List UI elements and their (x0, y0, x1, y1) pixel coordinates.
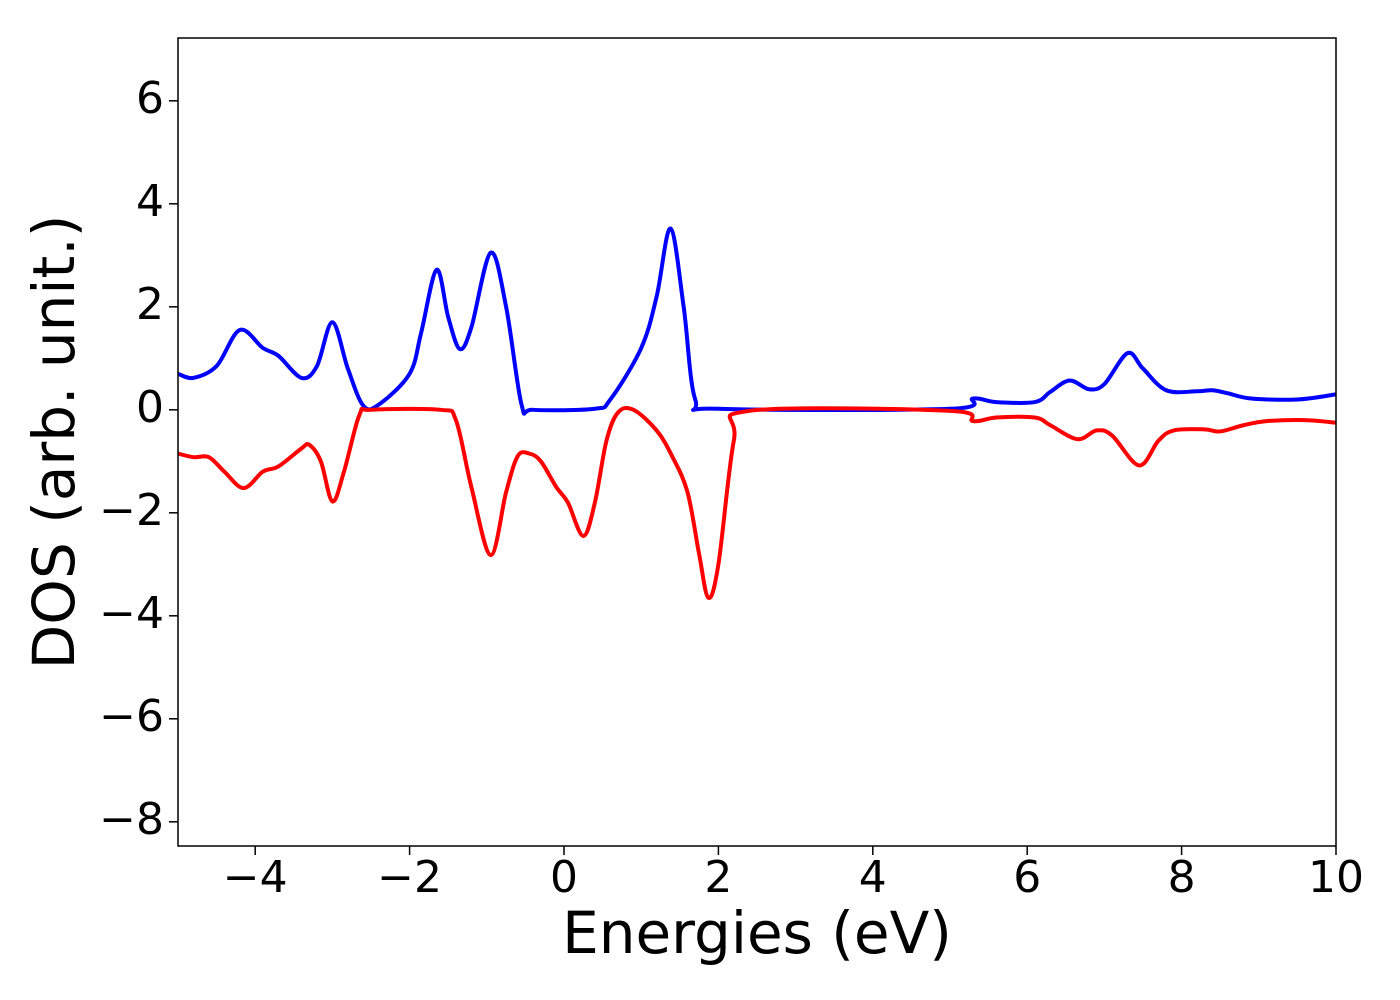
y-tick-label: −6 (99, 691, 164, 742)
x-tick-label: 10 (1308, 852, 1364, 903)
x-tick-label: 4 (859, 852, 887, 903)
x-tick-label: 0 (550, 852, 578, 903)
x-tick-label: −2 (377, 852, 442, 903)
y-tick-label: 2 (136, 279, 164, 330)
x-tick-label: 2 (704, 852, 732, 903)
x-tick-label: −4 (223, 852, 288, 903)
y-tick-label: 6 (136, 73, 164, 124)
y-tick-label: 4 (136, 176, 164, 227)
x-tick-label: 6 (1013, 852, 1041, 903)
y-tick-label: −8 (99, 794, 164, 845)
x-axis-label: Energies (eV) (562, 899, 952, 967)
plot-frame (177, 37, 1337, 847)
x-tick-label: 8 (1168, 852, 1196, 903)
y-tick-label: 0 (136, 382, 164, 433)
y-tick-label: −2 (99, 485, 164, 536)
dos-line (178, 405, 1336, 600)
dos-line (178, 226, 1336, 416)
y-tick-label: −4 (99, 588, 164, 639)
y-axis-label: DOS (arb. unit.) (20, 215, 88, 670)
